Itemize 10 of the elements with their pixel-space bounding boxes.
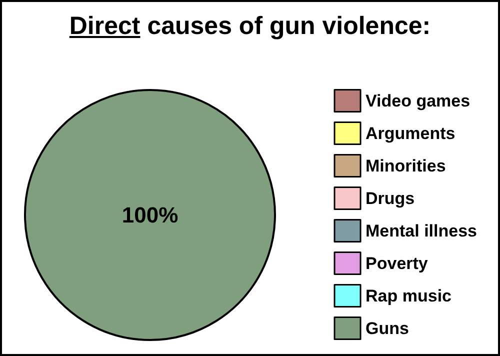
- data-label: 100%: [122, 202, 178, 228]
- legend-label: Drugs: [366, 188, 415, 208]
- legend-label: Minorities: [366, 156, 446, 176]
- legend-label: Video games: [366, 91, 470, 110]
- legend-label: Poverty: [366, 254, 428, 273]
- legend-label: Arguments: [366, 124, 456, 143]
- legend-label: Rap music: [366, 286, 452, 306]
- chart-title: Direct causes of gun violence:: [68, 12, 432, 41]
- legend-label: Guns: [366, 318, 409, 338]
- legend-label: Mental illness: [366, 221, 478, 240]
